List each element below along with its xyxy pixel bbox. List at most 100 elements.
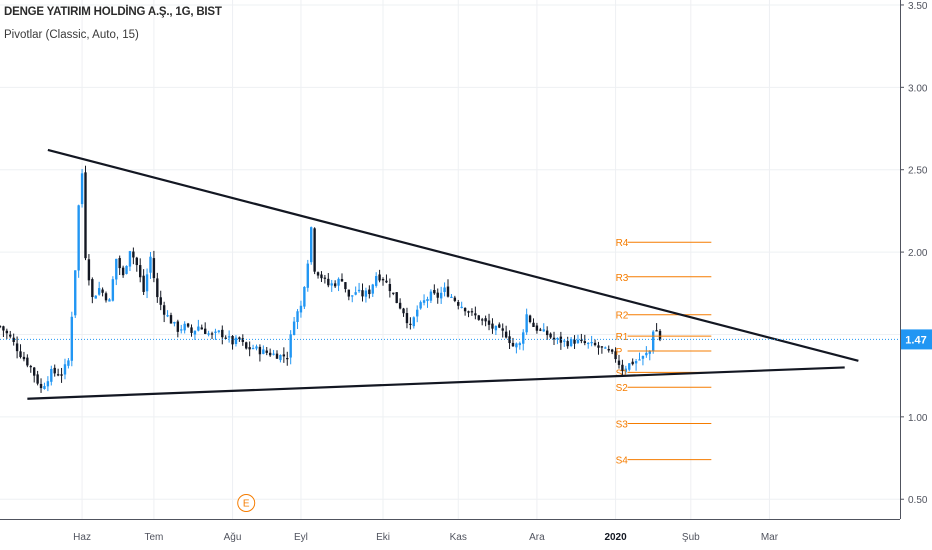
candle-body: [460, 306, 463, 309]
candle-body: [347, 289, 351, 297]
pivot-label-r4: R4: [616, 238, 629, 249]
candle-body: [576, 339, 580, 343]
candle-body: [26, 357, 29, 366]
price-axis-bg: [900, 0, 932, 550]
chart-title: DENGE YATIRIM HOLDİNG A.Ş., 1G, BIST: [4, 6, 222, 18]
candle-body: [433, 289, 436, 294]
candle-body: [463, 307, 467, 312]
candle-body: [128, 251, 132, 267]
candle-body: [279, 354, 282, 361]
candle-body: [559, 336, 563, 343]
time-tick-label: Tem: [144, 532, 163, 543]
candle-body: [617, 360, 621, 365]
candle-body: [320, 274, 323, 279]
candle-body: [145, 274, 149, 292]
candle-body: [532, 322, 535, 327]
candle-body: [655, 330, 658, 332]
candle-body: [149, 256, 152, 273]
candle-body: [169, 315, 173, 324]
candle-body: [405, 313, 409, 324]
candle-body: [648, 350, 651, 354]
candle-body: [203, 328, 207, 334]
candle-body: [518, 343, 522, 346]
candle-body: [132, 251, 135, 258]
candle-body: [33, 367, 36, 376]
candle-body: [409, 323, 412, 325]
candle-body: [511, 342, 515, 347]
candle-body: [419, 302, 422, 309]
candle-body: [590, 342, 593, 344]
candle-body: [200, 327, 203, 330]
candle-body: [173, 321, 176, 324]
trendline-lower: [27, 366, 845, 400]
candle-body: [197, 326, 200, 331]
candle-body: [245, 342, 248, 349]
candle-body: [224, 337, 227, 339]
candle-body: [552, 337, 556, 340]
candle-body: [494, 325, 498, 331]
candle-body: [176, 321, 180, 332]
earnings-marker: [237, 494, 256, 512]
candle-body: [484, 318, 487, 322]
candle-body: [121, 267, 125, 276]
candle-body: [539, 329, 542, 331]
candle-body: [422, 300, 426, 303]
candle-body: [53, 367, 56, 374]
candle-body: [258, 346, 262, 355]
indicator-label[interactable]: Pivotlar (Classic, Auto, 15): [4, 29, 139, 41]
candle-body: [56, 374, 60, 376]
candle-body: [190, 327, 193, 333]
candle-body: [84, 172, 87, 259]
candle-body: [142, 275, 145, 292]
candle-body: [108, 299, 111, 302]
time-tick-label: Ara: [529, 532, 545, 543]
candle-body: [436, 292, 439, 298]
candle-body: [310, 227, 313, 263]
candle-body: [74, 270, 77, 316]
pivot-label-s2: S2: [616, 383, 629, 394]
candle-body: [388, 284, 392, 292]
candle-body: [159, 297, 162, 305]
candle-body: [166, 315, 169, 317]
candle-body: [600, 346, 604, 348]
time-tick-label: Ağu: [224, 532, 242, 543]
candle-body: [330, 283, 333, 286]
price-tick-label: 0.50: [908, 495, 928, 506]
candle-body: [515, 343, 518, 348]
candle-body: [361, 290, 364, 297]
candle-body: [631, 361, 634, 365]
candle-body: [470, 311, 474, 313]
candle-body: [231, 336, 234, 345]
candle-body: [77, 205, 80, 271]
candle-body: [645, 352, 648, 356]
candle-body: [210, 333, 214, 335]
candle-body: [238, 337, 241, 339]
candle-body: [19, 351, 22, 358]
candle-body: [5, 330, 9, 334]
time-tick-label: Kas: [450, 532, 467, 543]
candle-body: [412, 317, 415, 327]
candle-body: [156, 278, 159, 298]
candle-body: [46, 381, 50, 387]
candle-body: [272, 353, 275, 355]
candle-body: [487, 320, 491, 325]
candle-body: [498, 324, 501, 328]
candle-body: [296, 311, 299, 322]
candle-body: [597, 345, 600, 348]
candle-body: [457, 301, 460, 306]
candle-body: [303, 286, 306, 307]
candle-body: [248, 347, 251, 350]
candle-body: [545, 330, 549, 336]
pivot-label-s3: S3: [616, 419, 629, 430]
pivot-label-p: P: [616, 347, 623, 358]
candle-body: [351, 295, 354, 297]
candle-body: [333, 283, 337, 287]
candle-body: [323, 277, 327, 279]
time-tick-label: Şub: [682, 532, 700, 543]
candle-body: [251, 348, 255, 350]
candle-body: [118, 258, 121, 269]
price-tick-label: 3.00: [908, 83, 928, 94]
candle-body: [364, 290, 368, 297]
